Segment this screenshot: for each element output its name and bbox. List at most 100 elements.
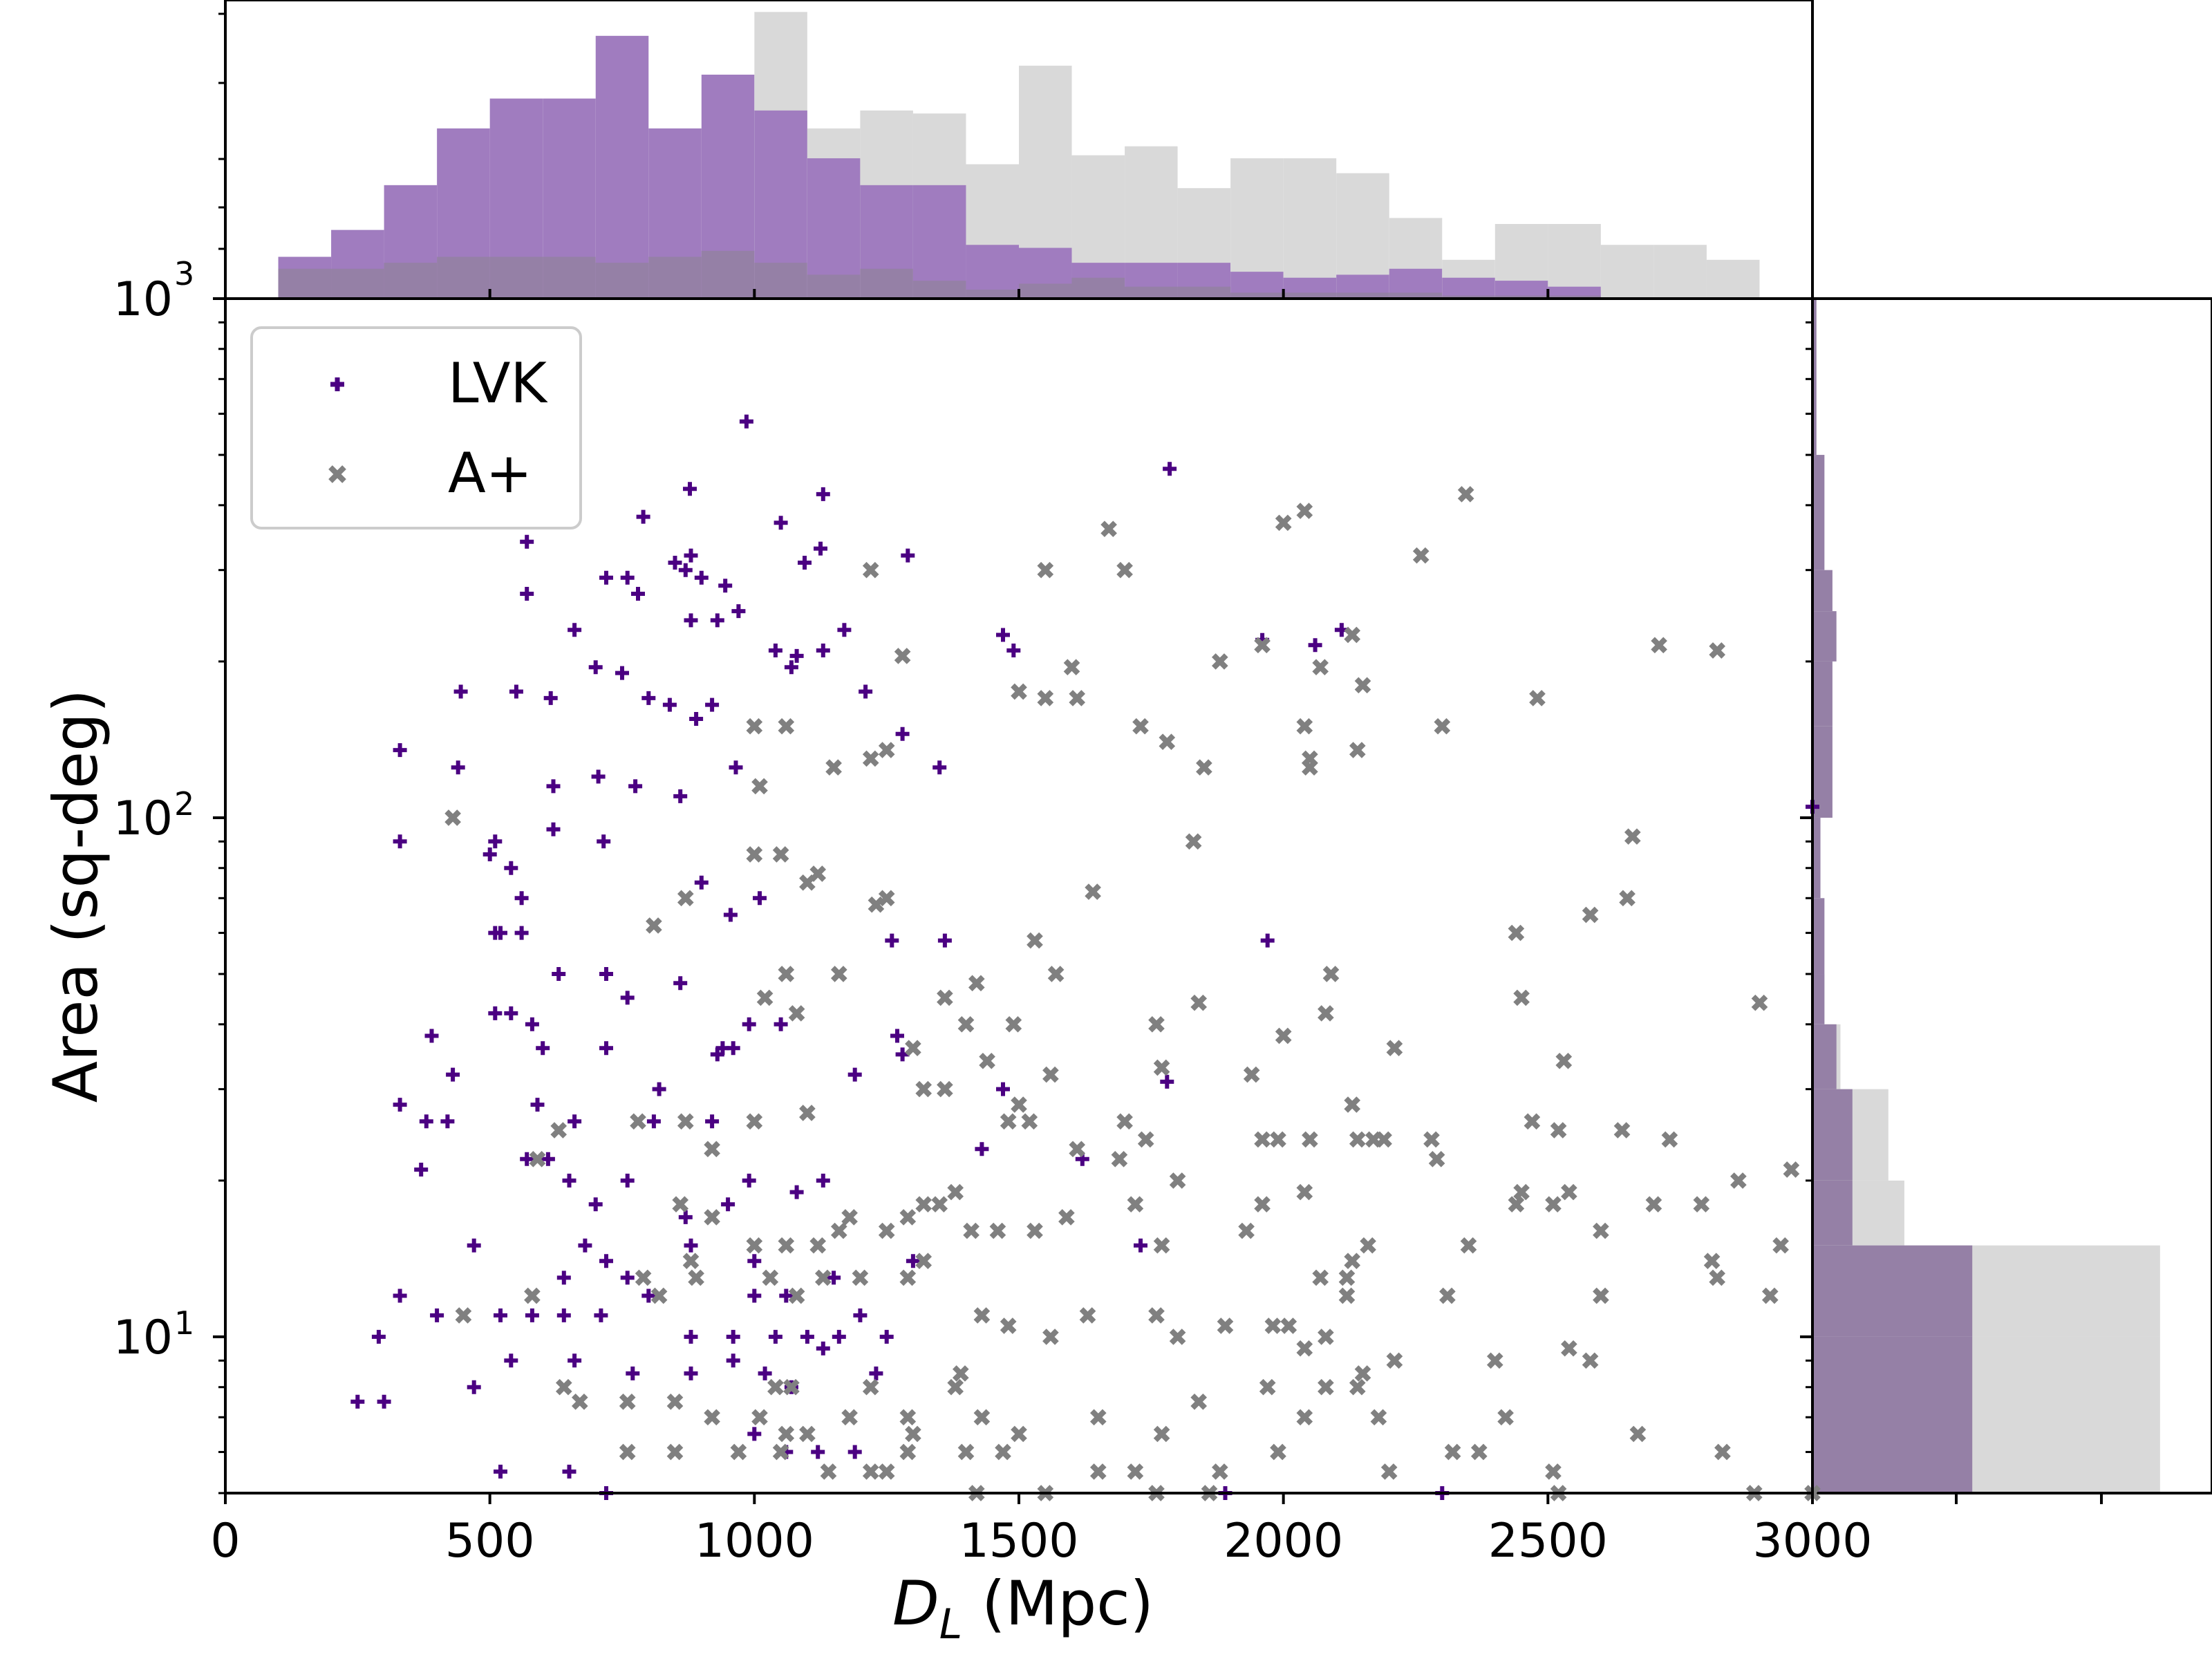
top-hist-bar-overlap [384, 263, 438, 299]
point-aplus [529, 1150, 546, 1168]
point-aplus [746, 1113, 763, 1130]
point-aplus [952, 1365, 969, 1382]
point-lvk [1160, 1074, 1174, 1089]
point-aplus [1196, 759, 1212, 776]
point-lvk [758, 1366, 772, 1380]
point-aplus [1508, 924, 1525, 941]
point-aplus [1275, 514, 1292, 532]
point-aplus [1380, 1463, 1398, 1480]
point-aplus [878, 1222, 895, 1239]
point-aplus [825, 759, 842, 776]
point-aplus [1000, 1318, 1017, 1334]
point-aplus [1169, 1329, 1186, 1345]
point-aplus [830, 966, 847, 982]
point-aplus [524, 1287, 541, 1304]
legend: LVK A+ [250, 326, 582, 529]
x-tick-label: 3000 [1752, 1514, 1872, 1568]
point-lvk [504, 1006, 518, 1020]
point-lvk [996, 1082, 1010, 1096]
point-aplus [1000, 1113, 1017, 1130]
point-aplus [1217, 1318, 1234, 1334]
point-aplus [1111, 1150, 1128, 1168]
point-aplus [772, 846, 789, 863]
top-hist-bar-overlap [489, 256, 543, 299]
point-aplus [635, 1269, 652, 1286]
point-lvk [710, 613, 724, 628]
point-lvk [494, 926, 507, 940]
point-lvk [718, 579, 733, 593]
point-lvk [393, 1098, 407, 1112]
point-lvk [937, 933, 952, 948]
point-lvk [811, 1445, 825, 1459]
point-aplus [704, 1141, 720, 1158]
point-aplus [619, 1443, 636, 1461]
point-lvk [689, 712, 704, 726]
point-lvk [525, 1308, 539, 1322]
point-aplus [878, 742, 895, 758]
point-lvk [678, 563, 693, 577]
point-aplus [968, 975, 985, 992]
point-aplus [746, 1237, 763, 1254]
point-lvk [562, 1173, 577, 1188]
point-lvk [467, 1238, 481, 1253]
point-lvk [1163, 462, 1177, 476]
top-hist-bar-aplus [1600, 245, 1654, 299]
point-aplus [915, 1253, 932, 1270]
top-hist-bar-overlap [1071, 277, 1125, 299]
x-axis-title: DL (Mpc) [892, 1568, 1154, 1649]
point-aplus [1349, 1378, 1366, 1396]
top-hist-bar-overlap [1177, 286, 1231, 299]
point-aplus [1089, 1409, 1107, 1426]
point-lvk [847, 1445, 862, 1459]
point-lvk [393, 743, 407, 758]
point-aplus [1497, 1409, 1514, 1426]
point-aplus [1365, 1131, 1382, 1148]
legend-label-lvk: LVK [448, 351, 549, 415]
point-aplus [1190, 994, 1208, 1011]
point-aplus [1561, 1183, 1577, 1201]
point-aplus [1042, 1066, 1059, 1083]
point-lvk [578, 1238, 592, 1253]
point-lvk [430, 1308, 444, 1322]
point-lvk [683, 482, 697, 496]
point-lvk [514, 926, 529, 940]
point-aplus [1344, 1253, 1361, 1270]
point-aplus [1645, 1196, 1662, 1213]
point-aplus [1513, 1183, 1530, 1201]
point-aplus [1063, 659, 1080, 676]
point-aplus [1312, 659, 1329, 676]
point-lvk [694, 875, 709, 890]
point-aplus [1254, 1131, 1271, 1148]
point-aplus [1318, 1329, 1334, 1345]
point-lvk [932, 760, 947, 775]
point-lvk [726, 1329, 740, 1344]
point-aplus [550, 1122, 568, 1138]
point-lvk [641, 691, 656, 705]
x-tick-label: 2000 [1224, 1514, 1343, 1568]
right-hist-bar-lvk [1812, 570, 1833, 612]
y-tick-label: 10 [113, 1311, 173, 1365]
point-aplus [1211, 1463, 1228, 1480]
point-aplus [915, 1080, 932, 1098]
point-aplus [1545, 1463, 1562, 1480]
point-aplus [979, 1052, 995, 1069]
point-aplus [555, 1378, 572, 1396]
point-lvk [514, 891, 529, 906]
point-aplus [1027, 932, 1043, 949]
point-lvk [371, 1329, 386, 1344]
point-lvk [446, 1067, 460, 1082]
point-lvk [646, 1114, 661, 1129]
point-aplus [1011, 1096, 1027, 1113]
top-hist-bar-overlap [754, 263, 807, 299]
point-lvk [350, 1394, 365, 1409]
top-hist-bar-overlap [437, 256, 490, 299]
point-aplus [1085, 883, 1101, 900]
point-aplus [1661, 1131, 1678, 1148]
point-lvk [494, 1308, 507, 1322]
point-aplus [1153, 1425, 1170, 1443]
point-lvk [726, 1353, 740, 1368]
point-lvk [393, 1288, 407, 1303]
point-lvk [715, 1041, 730, 1056]
